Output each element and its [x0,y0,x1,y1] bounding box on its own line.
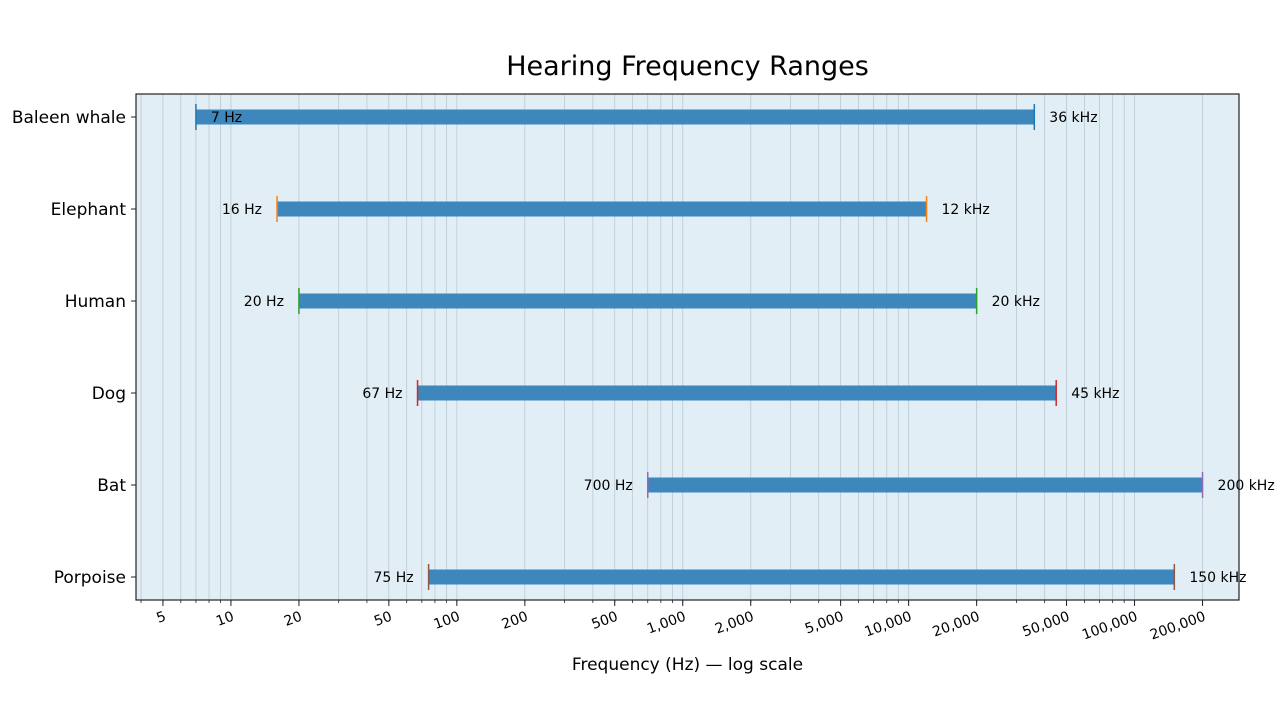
high-value-label: 12 kHz [942,202,990,218]
x-tick-label: 100,000 [1080,609,1140,644]
high-value-label: 200 kHz [1218,478,1275,494]
low-value-label: 75 Hz [373,570,413,586]
data-labels: 7 Hz 36 kHz 16 Hz 12 kHz 20 Hz 20 kHz 67 Hz 45 … [211,110,1275,586]
x-tick-label: 200,000 [1148,609,1208,644]
x-tick-label: 100 [432,609,463,633]
y-category-label: Porpoise [54,568,126,588]
low-value-label: 67 Hz [362,386,402,402]
high-value-label: 36 kHz [1049,110,1097,126]
x-tick-label: 50,000 [1020,609,1072,641]
range-bar [428,569,1175,585]
high-value-label: 45 kHz [1071,386,1119,402]
range-bar [647,477,1203,493]
x-tick-label: 10,000 [862,609,914,641]
x-tick-label: 1,000 [645,609,688,638]
y-category-label: Human [65,292,126,312]
range-bar [195,109,1035,125]
x-tick-label: 2,000 [713,609,756,638]
y-category-label: Baleen whale [12,108,126,128]
x-tick-label: 50 [372,609,394,630]
low-value-label: 700 Hz [584,478,633,494]
chart-title: Hearing Frequency Ranges [506,51,869,82]
range-bar [277,201,927,217]
high-value-label: 20 kHz [992,294,1040,310]
x-tick-label: 10 [214,609,236,630]
high-value-label: 150 kHz [1189,570,1246,586]
y-category-label: Dog [92,384,126,404]
x-tick-label: 200 [500,609,531,633]
x-tick-label: 20,000 [930,609,982,641]
grid [140,94,1203,600]
low-value-label: 7 Hz [211,110,242,126]
x-tick-label: 5,000 [803,609,846,638]
range-bar [298,293,977,309]
low-value-label: 20 Hz [244,294,284,310]
y-category-label: Bat [97,476,126,496]
x-axis: 5 10 20 50 100 200 500 1,000 2,000 5,000 10,000 20,… [140,600,1208,644]
x-tick-label: 500 [590,609,621,633]
y-category-label: Elephant [51,200,127,220]
x-tick-label: 5 [154,609,168,627]
low-value-label: 16 Hz [222,202,262,218]
plot-frame [135,93,1240,601]
plot-area [136,94,1239,600]
range-bars [195,104,1204,590]
y-axis: Baleen whale Elephant Human Dog Bat Porpoise [12,108,136,588]
x-tick-label: 20 [282,609,304,630]
range-bar [417,385,1057,401]
x-axis-label: Frequency (Hz) — log scale [572,655,803,675]
